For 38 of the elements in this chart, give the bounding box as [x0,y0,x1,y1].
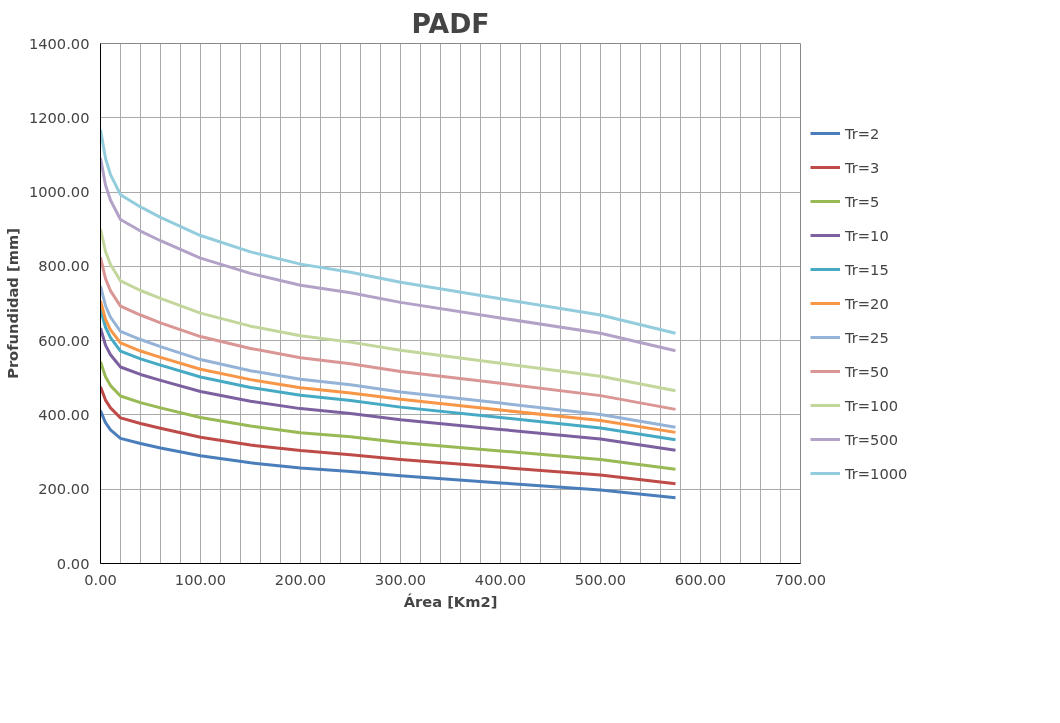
x-tick-label: 500.00 [574,570,627,588]
x-tick-label: 700.00 [774,570,827,588]
x-tick-label: 600.00 [674,570,727,588]
legend-label: Tr=10 [845,226,889,244]
line-series [100,408,677,500]
y-tick-label: 1200.00 [28,108,90,126]
legend-label: Tr=1000 [845,464,908,482]
line-series [100,385,677,486]
legend-label: Tr=25 [845,328,889,346]
y-tick-label: 1400.00 [28,34,90,52]
legend-label: Tr=500 [845,430,899,448]
y-tick-label: 400.00 [38,405,90,423]
y-tick-label: 0.00 [56,554,90,572]
y-tick-label: 200.00 [38,480,90,498]
legend-label: Tr=5 [845,192,880,210]
legend-label: Tr=2 [845,124,880,142]
x-tick-label: 300.00 [374,570,427,588]
legend-label: Tr=20 [845,294,889,312]
x-tick-label: 100.00 [174,570,227,588]
x-tick-label: 400.00 [474,570,527,588]
line-series [100,255,677,411]
y-axis-title: Profundidad [mm] [3,228,21,379]
line-series [100,227,677,393]
y-tick-label: 600.00 [38,331,90,349]
line-series [100,128,677,335]
x-tick-label: 0.00 [84,570,117,588]
y-tick-label: 1000.00 [28,183,90,201]
line-series [100,326,677,452]
x-axis-title: Área [Km2] [403,592,498,610]
line-series [100,360,677,471]
chart-title: PADF [411,7,490,39]
x-tick-label: 200.00 [274,570,327,588]
legend-label: Tr=100 [845,396,899,414]
legend-label: Tr=15 [845,260,889,278]
line-series [100,156,677,353]
legend-label: Tr=50 [845,362,889,380]
legend-label: Tr=3 [845,158,880,176]
y-tick-label: 800.00 [38,257,90,275]
